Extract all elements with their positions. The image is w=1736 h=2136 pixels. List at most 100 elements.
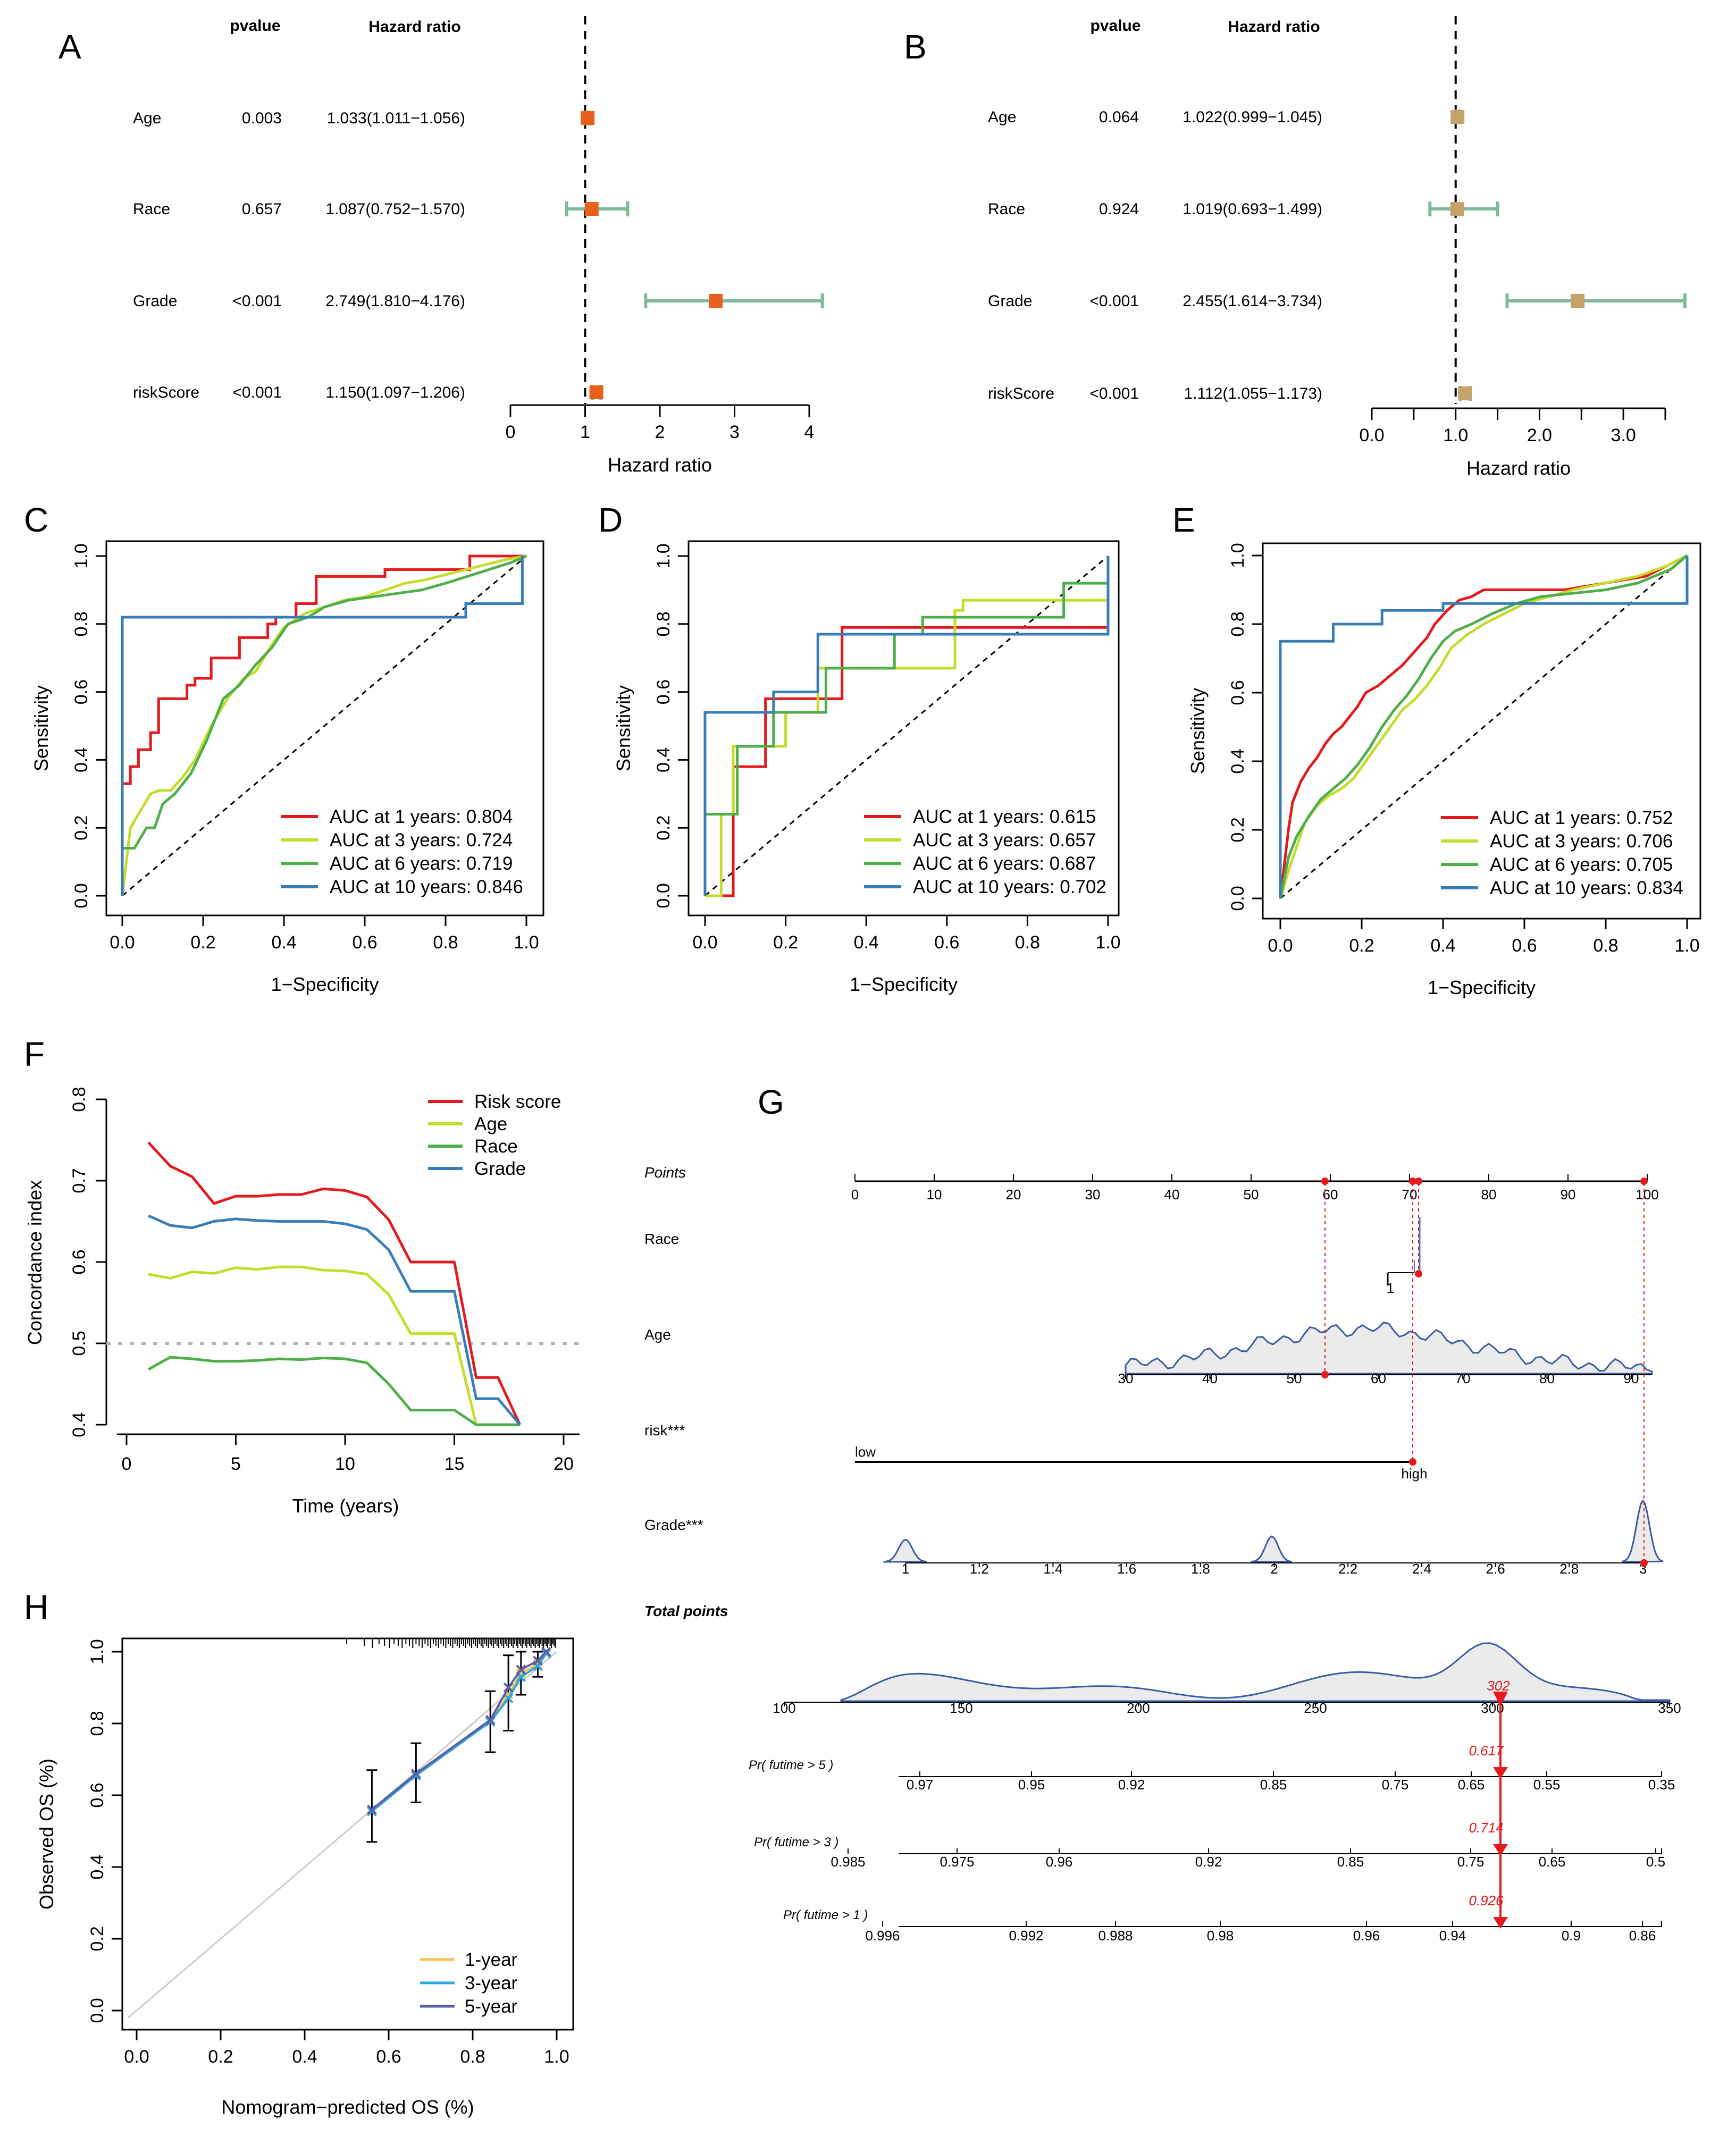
y-tick-label: 0.2 — [653, 815, 674, 840]
concordance-line — [148, 1265, 520, 1426]
row-hazard-ratio: 1.112(1.055−1.173) — [1184, 385, 1323, 402]
probability-tick-label: 0.5 — [1646, 1854, 1665, 1870]
hr-marker — [1450, 202, 1464, 216]
roc-curve — [1279, 554, 1688, 899]
points-tick-label: 60 — [1323, 1187, 1338, 1202]
y-tick-label: 0.7 — [69, 1168, 89, 1193]
column-header-pvalue: pvalue — [230, 17, 280, 35]
legend-label: Race — [474, 1136, 518, 1157]
x-axis-label: 1−Specificity — [271, 973, 379, 995]
race-tick-label: 1 — [1387, 1280, 1394, 1296]
roc-curve — [705, 556, 1110, 897]
plot-box — [105, 540, 544, 916]
y-tick-label: 0.8 — [1228, 611, 1248, 636]
calibration-point — [485, 1714, 496, 1725]
y-tick-label: 0.4 — [69, 1412, 89, 1437]
probability-tick-label: 0.985 — [831, 1854, 865, 1870]
probability-tick-label: 0.75 — [1382, 1777, 1409, 1793]
row-pvalue: 0.924 — [1099, 200, 1139, 218]
points-tick-label: 50 — [1244, 1187, 1259, 1202]
y-tick-label: 0.0 — [1228, 886, 1248, 911]
x-tick-label: 0.2 — [1349, 936, 1374, 956]
grade-density — [1622, 1499, 1664, 1563]
nomogram-row-label: Grade*** — [644, 1517, 703, 1533]
probability-tick-label: 0.35 — [1648, 1777, 1675, 1793]
legend-label: AUC at 1 years: 0.752 — [1490, 808, 1673, 828]
hr-marker — [1458, 386, 1472, 400]
roc-plot-e: 0.0 0.0 0.2 0.2 0.4 0.4 0.6 0.6 0.8 0.8 1.0 1.0 1−Sp… — [1187, 542, 1701, 998]
plot-box — [687, 540, 1120, 916]
nomogram-row-label: Pr( futime > 3 ) — [754, 1835, 838, 1849]
legend-label: AUC at 1 years: 0.615 — [913, 806, 1096, 827]
y-tick-label: 1.0 — [653, 543, 674, 568]
concordance-plot: 0 5 10 15 20 0.4 0.5 0.6 0.7 0.8 Time (years) Conco… — [24, 1087, 580, 1517]
points-tick-label: 10 — [927, 1187, 942, 1202]
x-axis-label: Nomogram−predicted OS (%) — [221, 2096, 474, 2118]
row-pvalue: 0.003 — [242, 110, 282, 127]
grade-tick-label: 1 — [902, 1561, 909, 1577]
points-tick-label: 90 — [1561, 1187, 1576, 1202]
panel-letter-e: E — [1172, 501, 1195, 539]
grade-tick-label: 2.4 — [1412, 1561, 1431, 1577]
calibration-point — [410, 1769, 421, 1779]
total-points-tick-label: 350 — [1658, 1700, 1681, 1716]
roc-curve — [703, 556, 1110, 896]
diagonal-reference — [705, 555, 1109, 897]
x-tick-label: 2.0 — [1527, 425, 1552, 445]
row-label: riskScore — [988, 385, 1054, 402]
x-tick-label: 0.8 — [1015, 932, 1040, 953]
row-pvalue: 0.064 — [1099, 108, 1139, 126]
grade-tick-label: 2.2 — [1338, 1561, 1357, 1577]
x-tick-label: 3.0 — [1611, 425, 1636, 445]
x-tick-label: 10 — [335, 1454, 355, 1474]
age-tick-label: 80 — [1539, 1370, 1555, 1386]
row-label: Grade — [133, 292, 177, 310]
row-hazard-ratio: 1.087(0.752−1.570) — [325, 200, 465, 218]
y-tick-label: 0.6 — [653, 679, 674, 704]
x-tick-label: 5 — [231, 1454, 241, 1474]
legend-label: AUC at 3 years: 0.706 — [1490, 831, 1673, 852]
x-tick-label: 0.0 — [124, 2047, 149, 2067]
panel-letter-a: A — [58, 28, 81, 66]
probability-tick-label: 0.86 — [1629, 1928, 1656, 1944]
legend-label: AUC at 1 years: 0.804 — [330, 806, 513, 827]
total-points-marker — [1493, 1692, 1508, 1706]
age-tick-label: 50 — [1287, 1370, 1302, 1386]
points-tick-label: 0 — [851, 1187, 859, 1202]
y-tick-label: 1.0 — [1228, 543, 1248, 568]
grade-tick-label: 1.4 — [1043, 1561, 1062, 1577]
total-points-tick-label: 150 — [950, 1700, 972, 1716]
risk-tick-label-low: low — [855, 1444, 876, 1460]
legend-label: 3-year — [465, 1973, 518, 1994]
grade-tick-label: 2 — [1270, 1561, 1278, 1577]
probability-value: 0.926 — [1469, 1893, 1504, 1908]
nomogram-row-label: Pr( futime > 5 ) — [749, 1758, 833, 1772]
roc-curve — [121, 554, 527, 896]
legend-label: Age — [474, 1114, 507, 1134]
probability-tick-label: 0.9 — [1562, 1928, 1581, 1944]
probability-value: 0.714 — [1469, 1820, 1503, 1836]
row-pvalue: <0.001 — [232, 292, 282, 310]
probability-marker — [1493, 1767, 1508, 1779]
grade-tick-label: 1.8 — [1191, 1561, 1210, 1577]
y-tick-label: 0.8 — [653, 611, 674, 636]
probability-tick-label: 0.975 — [940, 1854, 974, 1870]
row-pvalue: 0.657 — [242, 200, 282, 218]
hr-marker — [589, 385, 603, 399]
nomogram-row-label: risk*** — [644, 1422, 685, 1439]
probability-tick-label: 0.85 — [1260, 1777, 1287, 1793]
x-tick-label: 0.6 — [1512, 936, 1537, 956]
concordance-line — [148, 1214, 521, 1426]
x-tick-label: 0.0 — [692, 932, 717, 953]
calibration-point — [485, 1717, 496, 1727]
calibration-plot: 0.0 0.0 0.2 0.2 0.4 0.4 0.6 0.6 0.8 0.8 1.0 1.0 Nomo… — [36, 1637, 574, 2118]
y-axis-label: Sensitivity — [1187, 688, 1209, 774]
x-tick-label: 1.0 — [514, 932, 539, 953]
grade-tick-label: 1.6 — [1117, 1561, 1136, 1577]
y-tick-label: 1.0 — [87, 1639, 107, 1664]
nomogram-row-label: Points — [644, 1164, 686, 1181]
diagonal-reference — [122, 555, 527, 897]
grade-tick-label: 2.8 — [1559, 1561, 1579, 1577]
legend-label: AUC at 6 years: 0.719 — [330, 853, 513, 874]
